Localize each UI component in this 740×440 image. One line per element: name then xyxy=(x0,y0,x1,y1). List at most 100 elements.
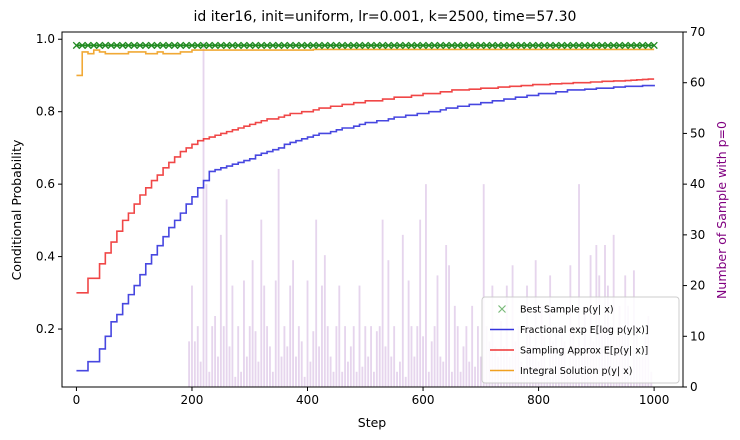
bar-4 xyxy=(199,361,202,387)
chart-title: id iter16, init=uniform, lr=0.001, k=250… xyxy=(194,9,577,25)
bar-9 xyxy=(214,316,217,387)
best-marker-95 xyxy=(621,41,629,50)
bar-43 xyxy=(312,331,315,387)
bar-15 xyxy=(231,285,234,387)
bar-69 xyxy=(387,260,390,387)
bar-27 xyxy=(266,326,268,387)
bar-17 xyxy=(237,326,240,387)
best-marker-93 xyxy=(610,41,618,50)
best-marker-28 xyxy=(234,41,242,50)
best-marker-48 xyxy=(350,41,358,50)
bar-28 xyxy=(269,346,271,387)
best-marker-81 xyxy=(540,41,549,50)
bar-95 xyxy=(462,346,465,387)
best-marker-79 xyxy=(529,41,537,50)
best-marker-41 xyxy=(309,41,317,50)
best-marker-84 xyxy=(558,41,566,50)
best-marker-2 xyxy=(84,41,92,50)
best-marker-35 xyxy=(274,41,283,50)
bar-44 xyxy=(315,219,318,387)
bar-52 xyxy=(338,285,341,387)
bar-6 xyxy=(205,184,208,387)
legend-label-best: Best Sample p(y| x) xyxy=(520,305,614,316)
best-marker-73 xyxy=(494,41,502,50)
y-left-tick-label-0.4: 0.4 xyxy=(36,250,55,264)
best-marker-61 xyxy=(425,41,433,50)
bar-26 xyxy=(263,285,266,387)
best-marker-13 xyxy=(147,41,156,50)
x-tick-label-200: 200 xyxy=(181,393,204,407)
legend-label-integral: Integral Solution p(y| x) xyxy=(520,366,632,377)
bar-84 xyxy=(430,341,433,387)
bar-62 xyxy=(367,356,370,387)
best-marker-22 xyxy=(199,41,208,50)
best-marker-75 xyxy=(506,41,514,50)
bar-49 xyxy=(329,356,332,387)
bar-30 xyxy=(274,280,277,387)
bar-38 xyxy=(297,326,300,387)
best-marker-24 xyxy=(211,41,219,50)
bar-42 xyxy=(309,361,312,387)
best-marker-4 xyxy=(95,41,104,50)
best-marker-82 xyxy=(546,41,554,50)
y-right-tick-label-30: 30 xyxy=(690,228,705,242)
x-tick-label-600: 600 xyxy=(412,393,435,407)
bar-60 xyxy=(361,366,364,387)
y-axis-left: 0.2 0.4 0.6 0.8 1.0 xyxy=(36,32,62,336)
bar-33 xyxy=(283,326,286,387)
best-marker-15 xyxy=(159,41,167,50)
bar-11 xyxy=(219,234,222,387)
bar-56 xyxy=(349,346,352,387)
best-marker-30 xyxy=(246,41,254,50)
bar-76 xyxy=(407,280,410,387)
bar-41 xyxy=(306,280,309,387)
bar-101 xyxy=(479,356,482,387)
x-tick-label-800: 800 xyxy=(527,393,550,407)
bar-23 xyxy=(254,331,257,387)
bar-14 xyxy=(228,346,231,387)
best-marker-55 xyxy=(390,41,398,50)
best-marker-77 xyxy=(517,41,525,50)
bar-48 xyxy=(326,326,329,387)
best-marker-80 xyxy=(534,41,543,50)
best-marker-9 xyxy=(124,41,133,50)
legend-label-fractional: Fractional exp E[log p(y|x)] xyxy=(520,325,649,336)
bar-99 xyxy=(474,366,476,387)
best-marker-83 xyxy=(552,41,560,50)
best-marker-23 xyxy=(205,41,213,50)
best-marker-50 xyxy=(361,41,369,50)
best-marker-46 xyxy=(338,41,346,50)
best-marker-92 xyxy=(604,41,612,50)
best-marker-10 xyxy=(130,41,138,50)
y-left-tick-label-0.6: 0.6 xyxy=(36,177,55,191)
best-marker-70 xyxy=(477,41,485,50)
best-marker-60 xyxy=(419,41,427,50)
best-marker-78 xyxy=(523,41,531,50)
best-marker-3 xyxy=(90,41,98,50)
bar-94 xyxy=(459,371,462,387)
best-marker-96 xyxy=(627,41,635,50)
best-marker-47 xyxy=(344,41,352,50)
bar-40 xyxy=(303,376,306,387)
bar-65 xyxy=(375,331,378,387)
bar-67 xyxy=(381,219,384,387)
bar-47 xyxy=(323,255,326,387)
y-right-tick-label-0: 0 xyxy=(690,380,698,394)
best-marker-85 xyxy=(563,41,572,50)
bar-24 xyxy=(257,361,260,387)
bar-2 xyxy=(193,341,196,387)
best-marker-51 xyxy=(367,41,375,50)
bar-66 xyxy=(378,326,381,387)
plot-frame xyxy=(61,31,684,388)
bar-89 xyxy=(445,245,448,387)
best-marker-17 xyxy=(170,41,179,50)
bar-55 xyxy=(347,361,349,387)
legend-box xyxy=(481,296,680,384)
series-sampling-line xyxy=(76,78,655,294)
bar-59 xyxy=(358,285,361,387)
best-marker-63 xyxy=(436,41,445,50)
bar-35 xyxy=(289,285,292,387)
best-marker-32 xyxy=(257,41,265,50)
bar-46 xyxy=(321,285,323,387)
